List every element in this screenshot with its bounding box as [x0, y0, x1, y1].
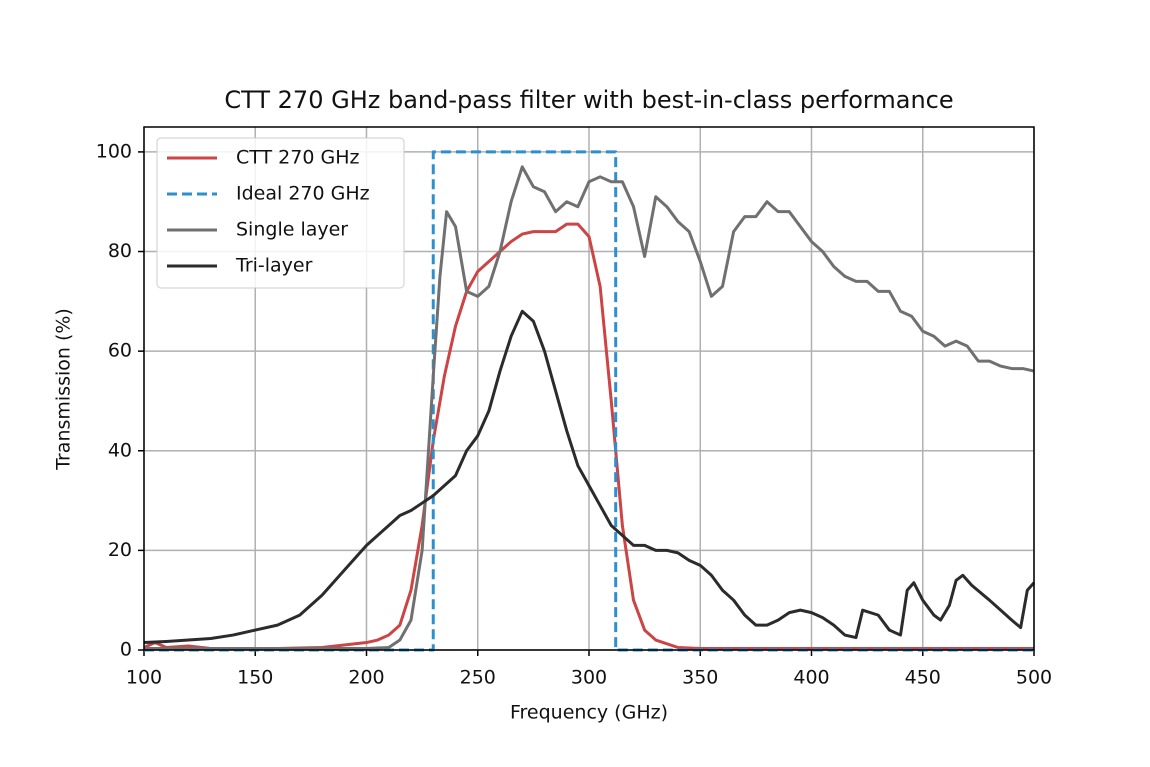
- y-tick-label: 20: [108, 539, 132, 561]
- plot-frame: [143, 126, 1035, 651]
- x-tick-label: 100: [126, 667, 162, 689]
- x-axis-label: Frequency (GHz): [510, 702, 668, 724]
- legend-label: Single layer: [236, 219, 348, 241]
- legend-label: Ideal 270 GHz: [236, 183, 370, 205]
- y-tick-label: 100: [96, 140, 132, 162]
- grid: 100 150 200 250 300 350 400 450 500 0 20 40 60 80 100: [96, 127, 1052, 689]
- y-tick-label: 60: [108, 340, 132, 362]
- x-tick-label: 350: [682, 667, 718, 689]
- chart-title: CTT 270 GHz band-pass filter with best-i…: [224, 86, 953, 114]
- y-tick-label: 80: [108, 240, 132, 262]
- y-tick-label: 40: [108, 439, 132, 461]
- legend-label: Tri-layer: [235, 255, 313, 277]
- x-tick-label: 450: [905, 667, 941, 689]
- series-line: [144, 165, 1035, 651]
- x-tick-label: 400: [793, 667, 829, 689]
- legend: CTT 270 GHz Ideal 270 GHz Single layer Tri-…: [156, 137, 405, 289]
- legend-label: CTT 270 GHz: [236, 147, 359, 169]
- y-tick-label: 0: [120, 639, 132, 661]
- x-tick-label: 500: [1016, 667, 1052, 689]
- x-tick-label: 250: [460, 667, 496, 689]
- x-tick-label: 150: [237, 667, 273, 689]
- y-axis-label: Transmission (%): [53, 308, 75, 471]
- legend-box: [156, 137, 405, 289]
- series-line: [143, 309, 1036, 645]
- x-tick-label: 300: [571, 667, 607, 689]
- x-tick-label: 200: [348, 667, 384, 689]
